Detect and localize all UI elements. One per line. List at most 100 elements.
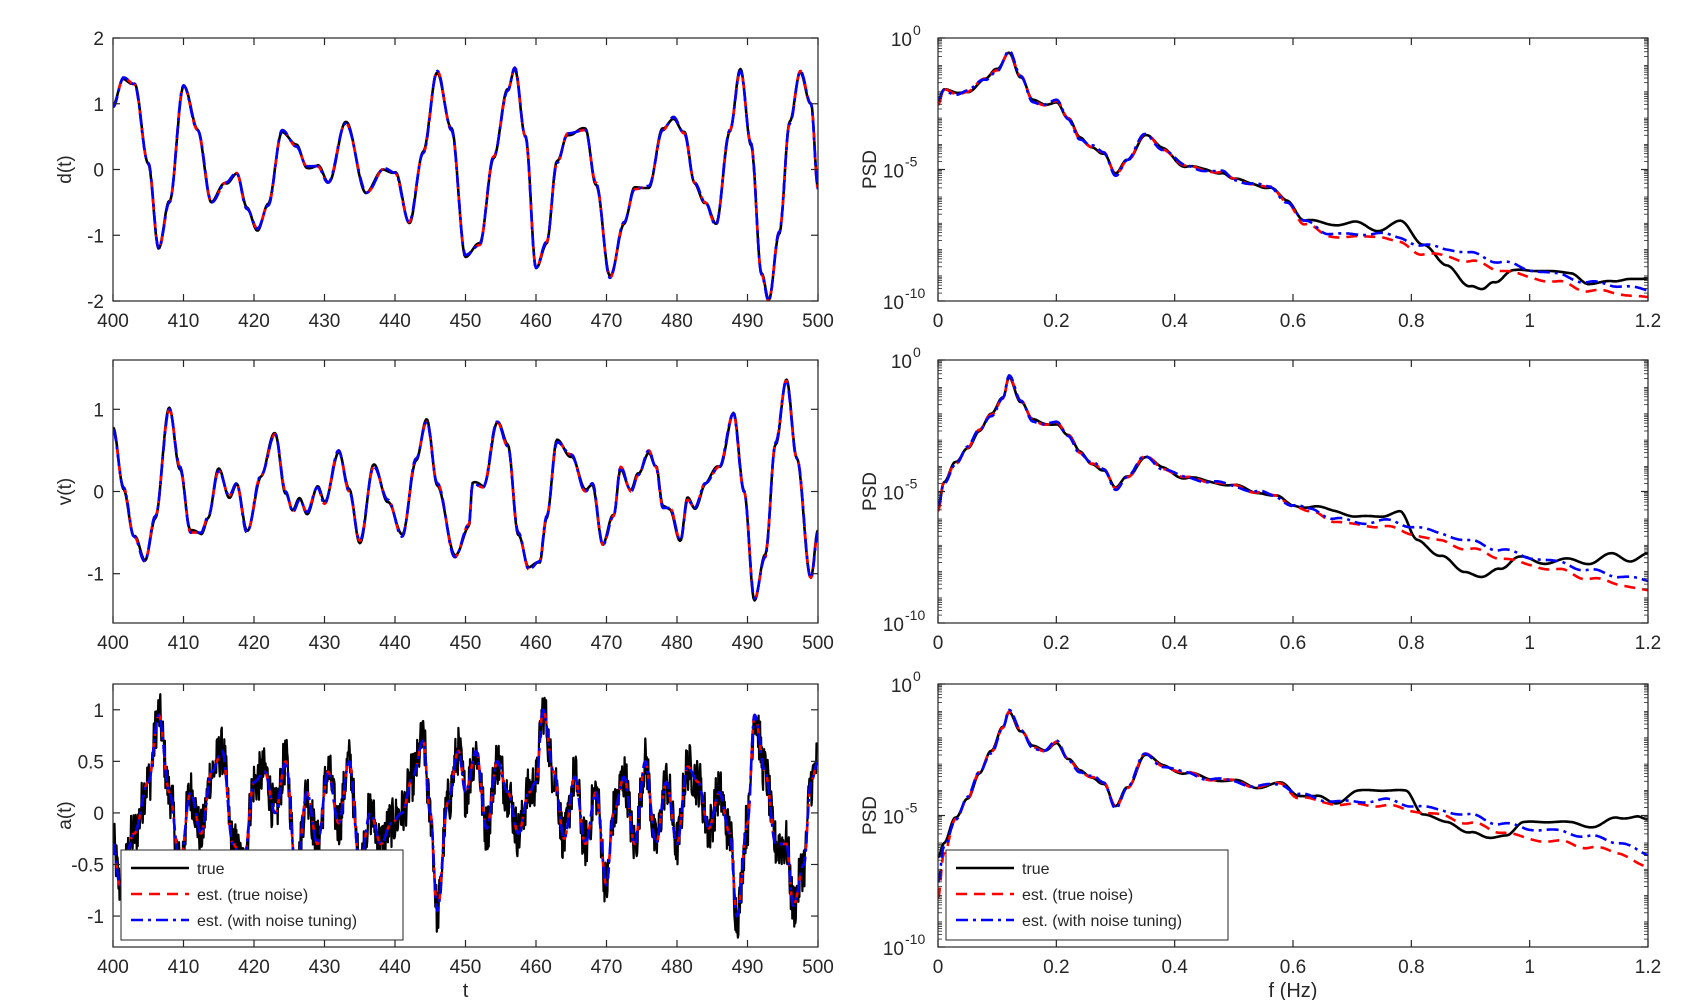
x-tick-label: 0.2	[1043, 311, 1069, 332]
y-axis-label: a(t)	[55, 801, 76, 830]
y-tick-label-base: 10	[891, 30, 912, 51]
y-tick-label-exponent: 0	[913, 668, 921, 684]
x-tick-label: 0.2	[1043, 633, 1069, 654]
x-tick-label: 490	[732, 311, 764, 332]
y-tick-label-exponent: 0	[913, 344, 921, 360]
x-tick-label: 1	[1524, 311, 1535, 332]
x-tick-label: 480	[661, 633, 693, 654]
y-tick-label-exponent: -10	[905, 931, 925, 947]
legend-label-est-noise-tuning: est. (with noise tuning)	[1022, 913, 1182, 930]
y-tick-label: -1	[87, 907, 104, 928]
y-tick-label-exponent: -5	[905, 800, 918, 816]
x-tick-label: 1	[1524, 957, 1535, 978]
y-tick-label: 1	[93, 95, 104, 116]
series-lines	[113, 693, 818, 939]
x-tick-label: 470	[591, 311, 623, 332]
x-tick-label: 0.4	[1161, 957, 1188, 978]
series-lines	[938, 374, 1648, 592]
y-tick-label-base: 10	[883, 162, 904, 183]
x-tick-label: 440	[379, 311, 411, 332]
x-tick-label: 0.4	[1161, 311, 1188, 332]
x-tick-label: 1.2	[1635, 311, 1661, 332]
y-tick-label: 0	[93, 804, 104, 825]
y-tick-label-base: 10	[883, 939, 904, 960]
x-tick-label: 500	[802, 311, 834, 332]
x-tick-label: 1	[1524, 633, 1535, 654]
subplot-acceleration: 400 410 420 430 440 450 460 470 480 490 500 -1 -0.5 0…	[55, 683, 834, 1000]
y-tick-label: -0.5	[71, 855, 104, 876]
x-tick-label: 490	[732, 633, 764, 654]
series-est-noise-tuning	[113, 66, 818, 301]
x-tick-label: 480	[661, 957, 693, 978]
legend: true est. (true noise) est. (with noise tu…	[945, 849, 1229, 941]
x-tick-label: 0.6	[1280, 633, 1306, 654]
x-tick-label: 430	[309, 311, 341, 332]
y-axis-label: d(t)	[55, 155, 76, 184]
x-tick-label: 1.2	[1635, 633, 1661, 654]
y-axis-label: v(t)	[55, 478, 76, 505]
y-tick-label: 0	[93, 161, 104, 182]
x-tick-label: 420	[238, 311, 270, 332]
y-tick-label-exponent: -5	[905, 476, 918, 492]
y-axis-label: PSD	[860, 796, 881, 835]
y-tick-label: 1	[93, 701, 104, 722]
x-tick-label: 400	[97, 633, 129, 654]
x-tick-label: 420	[238, 633, 270, 654]
x-tick-label: 460	[520, 957, 552, 978]
x-tick-label: 0	[933, 311, 944, 332]
y-tick-label: -1	[87, 226, 104, 247]
y-tick-label: -2	[87, 292, 104, 313]
x-tick-label: 430	[309, 633, 341, 654]
y-tick-label-base: 10	[883, 808, 904, 829]
x-tick-label: 440	[379, 957, 411, 978]
legend-label-est-noise-tuning: est. (with noise tuning)	[197, 913, 357, 930]
legend: true est. (true noise) est. (with noise tu…	[120, 849, 404, 941]
x-tick-label: 0.4	[1161, 633, 1188, 654]
y-tick-label-base: 10	[883, 293, 904, 314]
x-tick-label: 430	[309, 957, 341, 978]
y-axis-label: PSD	[860, 472, 881, 511]
x-tick-label: 500	[802, 633, 834, 654]
x-tick-label: 420	[238, 957, 270, 978]
x-tick-label: 480	[661, 311, 693, 332]
y-tick-label: 2	[93, 29, 104, 50]
legend-label-est-true-noise: est. (true noise)	[1022, 887, 1133, 904]
y-tick-label: 0	[93, 483, 104, 504]
y-tick-label-base: 10	[883, 615, 904, 636]
series-est-noise-tuning	[938, 708, 1648, 883]
series-lines	[938, 49, 1648, 299]
y-tick-label: 1	[93, 400, 104, 421]
x-tick-label: 410	[168, 311, 200, 332]
x-tick-label: 1.2	[1635, 957, 1661, 978]
x-tick-label: 450	[450, 633, 482, 654]
x-tick-label: 0	[933, 957, 944, 978]
y-tick-label-exponent: -10	[905, 285, 925, 301]
x-tick-label: 0	[933, 633, 944, 654]
x-tick-label: 0.8	[1398, 957, 1424, 978]
x-tick-label: 460	[520, 311, 552, 332]
series-est-noise-tuning	[113, 708, 818, 918]
y-tick-label-exponent: 0	[913, 22, 921, 38]
series-est-noise-tuning	[938, 374, 1648, 583]
x-axis-label: t	[463, 980, 469, 1000]
y-tick-label-exponent: -10	[905, 607, 925, 623]
x-tick-label: 0.6	[1280, 957, 1306, 978]
series-est-noise-tuning	[938, 49, 1648, 292]
x-tick-label: 400	[97, 957, 129, 978]
y-tick-label-exponent: -5	[905, 154, 918, 170]
x-tick-label: 450	[450, 311, 482, 332]
y-tick-label-base: 10	[891, 676, 912, 697]
x-tick-label: 460	[520, 633, 552, 654]
x-tick-label: 450	[450, 957, 482, 978]
legend-label-true: true	[1022, 861, 1050, 878]
y-tick-label-base: 10	[891, 352, 912, 373]
y-tick-label-base: 10	[883, 484, 904, 505]
y-tick-label: 0.5	[78, 752, 104, 773]
series-lines	[113, 378, 818, 602]
x-tick-label: 490	[732, 957, 764, 978]
subplot-velocity: 400 410 420 430 440 450 460 470 480 490 500 -1 0 1 v(t…	[55, 359, 834, 654]
x-tick-label: 470	[591, 633, 623, 654]
